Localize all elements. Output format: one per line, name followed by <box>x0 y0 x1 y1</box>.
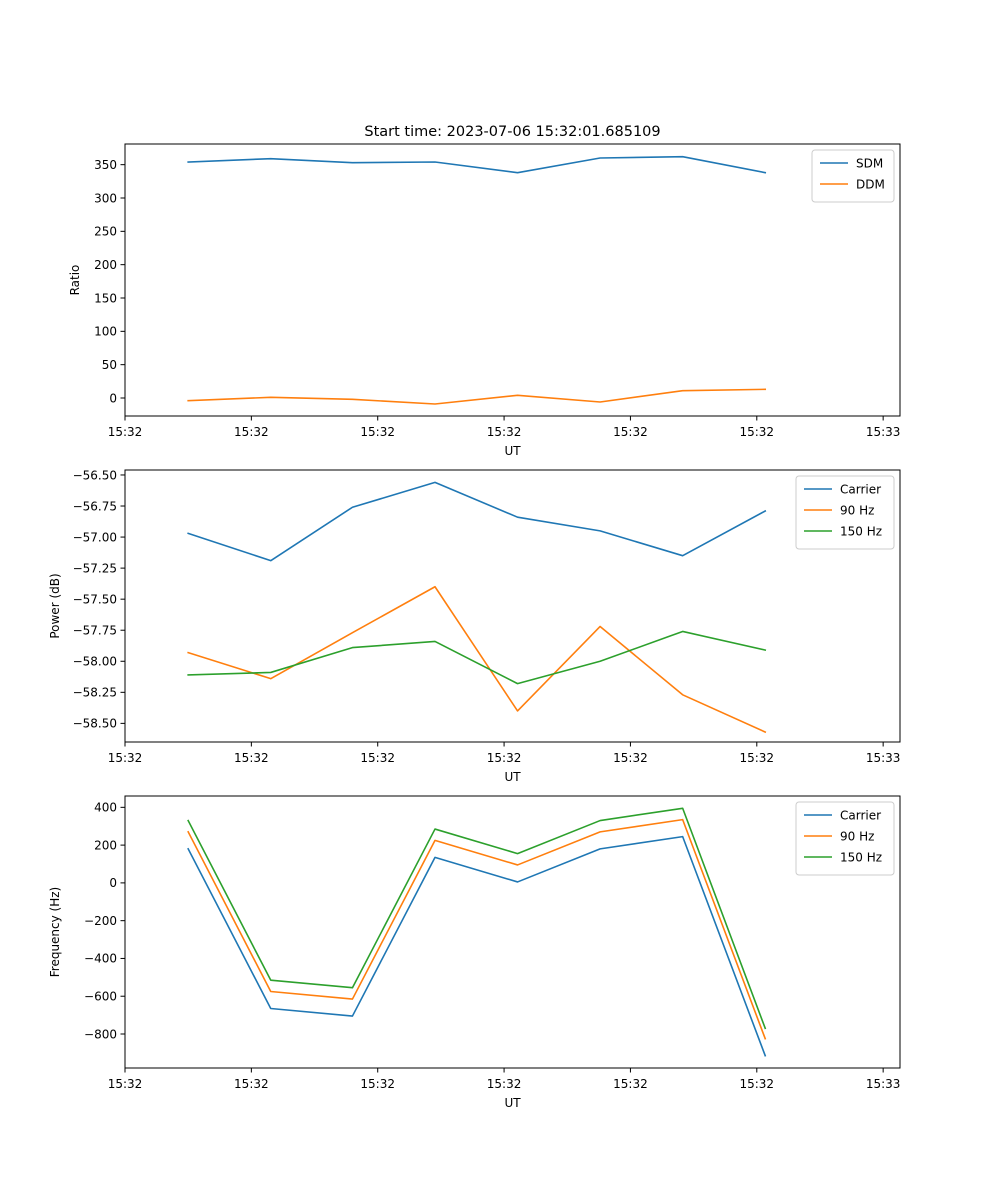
chart-1-x-axis-label: UT <box>504 444 521 458</box>
chart-1-x-tick-label: 15:32 <box>739 425 774 439</box>
chart-2-series-carrier <box>187 481 767 562</box>
chart-2-legend-label: Carrier <box>840 483 881 497</box>
chart-1-x-tick-label: 15:32 <box>360 425 395 439</box>
chart-2-legend: Carrier 90 Hz 150 Hz <box>795 475 895 550</box>
chart-1-x-tick-label: 15:32 <box>108 425 143 439</box>
chart-3-legend-label: Carrier <box>840 809 881 823</box>
chart-2-x-tick-label: 15:32 <box>487 751 522 765</box>
chart-2-x-tick-label: 15:32 <box>613 751 648 765</box>
chart-3-legend: Carrier 90 Hz 150 Hz <box>795 801 895 876</box>
chart-1-x-tick-label: 15:33 <box>866 425 901 439</box>
chart-2-x-tick-label: 15:32 <box>360 751 395 765</box>
chart-1-y-axis-label: Ratio <box>68 265 82 296</box>
chart-3: 15:32 15:32 15:32 15:32 15:32 15:32 15:33 −800 −… <box>48 795 901 1110</box>
chart-3-series-90-hz <box>187 818 767 1040</box>
chart-2-y-tick-label: −58.00 <box>73 655 117 669</box>
chart-2: 15:32 15:32 15:32 15:32 15:32 15:32 15:33 −58.5… <box>48 468 901 784</box>
chart-2-y-tick-label: −58.50 <box>73 717 117 731</box>
figure-title: Start time: 2023-07-06 15:32:01.685109 <box>364 124 660 140</box>
chart-3-y-tick-label: 200 <box>94 838 117 852</box>
chart-3-x-tick-label: 15:32 <box>613 1077 648 1091</box>
chart-3-y-tick-label: −800 <box>84 1027 117 1041</box>
chart-3-series-carrier <box>187 835 767 1057</box>
chart-3-x-tick-label: 15:32 <box>487 1077 522 1091</box>
chart-3-x-tick-label: 15:32 <box>360 1077 395 1091</box>
chart-2-legend-label: 90 Hz <box>840 504 874 518</box>
chart-1-axes-frame <box>124 143 901 417</box>
chart-3-x-tick-label: 15:32 <box>234 1077 269 1091</box>
chart-3-axes-frame <box>124 795 901 1069</box>
chart-1-y-tick-label: 0 <box>109 391 117 405</box>
chart-2-y-tick-label: −58.25 <box>73 686 117 700</box>
chart-3-x-tick-label: 15:33 <box>866 1077 901 1091</box>
chart-1-x-tick-label: 15:32 <box>613 425 648 439</box>
chart-2-legend-label: 150 Hz <box>840 525 882 539</box>
chart-1-x-tick-label: 15:32 <box>487 425 522 439</box>
chart-1-y-tick-label: 100 <box>94 325 117 339</box>
chart-3-y-tick-label: 0 <box>109 876 117 890</box>
chart-3-y-tick-label: −200 <box>84 914 117 928</box>
chart-2-x-tick-label: 15:32 <box>234 751 269 765</box>
chart-2-y-tick-label: −56.50 <box>73 468 117 482</box>
chart-2-series-150-hz <box>187 630 767 685</box>
chart-1-legend: SDM DDM <box>811 149 895 203</box>
chart-1-series-sdm <box>187 155 767 174</box>
chart-3-x-tick-label: 15:32 <box>108 1077 143 1091</box>
chart-3-legend-label: 90 Hz <box>840 830 874 844</box>
chart-2-x-tick-label: 15:32 <box>739 751 774 765</box>
chart-1-y-tick-label: 200 <box>94 258 117 272</box>
chart-3-y-tick-label: −600 <box>84 990 117 1004</box>
chart-1-y-tick-label: 150 <box>94 291 117 305</box>
chart-2-y-tick-label: −56.75 <box>73 499 117 513</box>
chart-2-y-tick-label: −57.50 <box>73 592 117 606</box>
chart-2-y-tick-label: −57.25 <box>73 561 117 575</box>
chart-1: 15:32 15:32 15:32 15:32 15:32 15:32 15:33 0 50 10… <box>68 143 901 458</box>
chart-3-legend-label: 150 Hz <box>840 851 882 865</box>
chart-1-legend-label: SDM <box>856 157 883 171</box>
chart-3-x-tick-label: 15:32 <box>739 1077 774 1091</box>
chart-2-y-tick-label: −57.75 <box>73 624 117 638</box>
panels: 15:32 15:32 15:32 15:32 15:32 15:32 15:33 0 50 10… <box>48 143 901 1110</box>
chart-3-y-axis-label: Frequency (Hz) <box>48 887 62 978</box>
chart-2-axes-frame <box>124 469 901 743</box>
chart-2-series-90-hz <box>187 585 767 734</box>
chart-1-legend-label: DDM <box>856 178 885 192</box>
chart-3-series-150-hz <box>187 807 767 1030</box>
chart-3-y-tick-label: 400 <box>94 801 117 815</box>
chart-1-x-tick-label: 15:32 <box>234 425 269 439</box>
chart-3-y-tick-label: −400 <box>84 952 117 966</box>
chart-2-y-axis-label: Power (dB) <box>48 573 62 638</box>
chart-3-x-axis-label: UT <box>504 1096 521 1110</box>
chart-1-y-tick-label: 250 <box>94 225 117 239</box>
chart-1-y-tick-label: 300 <box>94 191 117 205</box>
chart-1-series-ddm <box>187 388 767 405</box>
chart-2-x-tick-label: 15:33 <box>866 751 901 765</box>
chart-2-x-axis-label: UT <box>504 770 521 784</box>
chart-2-y-tick-label: −57.00 <box>73 530 117 544</box>
chart-1-y-tick-label: 50 <box>102 358 117 372</box>
chart-1-y-tick-label: 350 <box>94 158 117 172</box>
chart-2-x-tick-label: 15:32 <box>108 751 143 765</box>
